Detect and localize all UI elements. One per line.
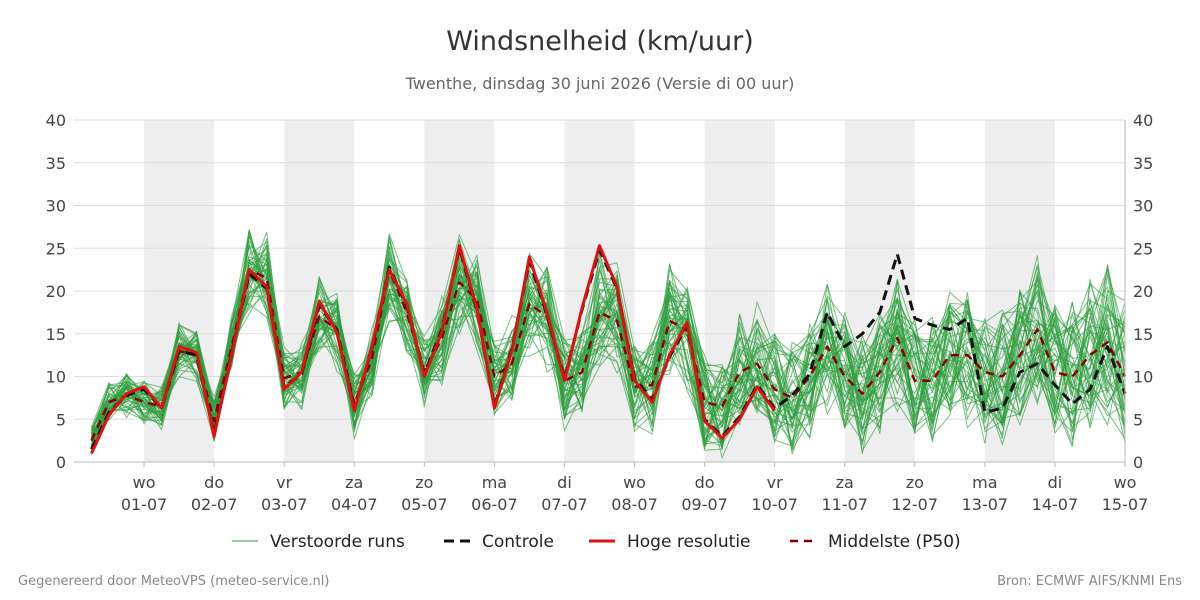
x-tick-day: zo [415,473,433,492]
ensemble-member-line [91,275,1126,447]
main-series [90,244,1127,455]
legend: Verstoorde runs Controle Hoge resolutie Mid… [232,532,961,552]
x-tick-day: ma [482,473,507,492]
y-tick-label-right: 10 [1133,368,1153,387]
x-tick-date: 02-07 [191,495,238,514]
ensemble-member-line [91,229,1126,435]
y-tick-label-right: 30 [1133,197,1153,216]
x-tick-day: vr [767,473,783,492]
x-tick-date: 04-07 [331,495,378,514]
x-tick-date: 08-07 [611,495,658,514]
ensemble-member-line [91,256,1126,460]
x-tick-date: 13-07 [962,495,1009,514]
ensemble-member-line [91,267,1126,441]
x-tick-day: za [345,473,363,492]
y-tick-label-left: 40 [46,111,66,130]
x-tick-date: 05-07 [401,495,448,514]
x-tick-date: 11-07 [821,495,868,514]
legend-label: Hoge resolutie [627,532,751,552]
x-tick-date: 14-07 [1032,495,1079,514]
axes: 0 0 5 5 10 10 15 15 20 20 25 25 30 30 35 35 40 40 wo 01-07 d… [46,111,1154,514]
ensemble-member-line [91,248,1126,433]
y-tick-label-left: 0 [56,453,66,472]
legend-label: Verstoorde runs [270,532,405,552]
ensemble-member-line [91,238,1126,451]
legend-label: Controle [482,532,554,552]
x-tick-day: do [204,473,224,492]
ensemble-member-line [91,241,1126,445]
x-tick-day: za [836,473,854,492]
chart-subtitle: Twenthe, dinsdag 30 juni 2026 (Versie di… [405,74,795,93]
x-tick-date: 09-07 [681,495,728,514]
series-line-middelste-p50 [90,268,1127,442]
ensemble-member-line [91,246,1126,440]
y-tick-label-left: 35 [46,154,66,173]
ensemble-member-line [91,257,1126,450]
x-tick-date: 06-07 [471,495,518,514]
y-tick-label-left: 15 [46,325,66,344]
x-tick-day: do [695,473,715,492]
y-tick-label-right: 35 [1133,154,1153,173]
ensemble-member-line [91,263,1126,451]
x-tick-day: di [1048,473,1063,492]
x-tick-day: ma [972,473,997,492]
y-tick-label-right: 15 [1133,325,1153,344]
x-tick-day: wo [1114,473,1137,492]
series-line-hoge-resolutie [90,244,776,455]
ensemble-member-line [91,250,1126,455]
x-tick-day: wo [133,473,156,492]
ensemble-member-line [91,237,1126,455]
x-tick-day: zo [906,473,924,492]
ensemble-member-line [91,277,1126,453]
footer-source: Bron: ECMWF AIFS/KNMI Ens [997,574,1182,589]
x-tick-date: 01-07 [121,495,168,514]
x-tick-date: 15-07 [1102,495,1149,514]
ensemble-member-line [91,261,1126,442]
y-tick-label-left: 20 [46,282,66,301]
y-tick-label-left: 25 [46,239,66,258]
x-tick-day: vr [276,473,292,492]
y-tick-label-right: 0 [1133,453,1143,472]
y-tick-label-right: 20 [1133,282,1153,301]
x-tick-date: 12-07 [892,495,939,514]
chart-title: Windsnelheid (km/uur) [446,26,754,57]
x-tick-date: 07-07 [541,495,588,514]
x-tick-date: 10-07 [751,495,798,514]
ensemble-lines [91,229,1126,460]
y-tick-label-left: 30 [46,197,66,216]
ensemble-member-line [91,256,1126,445]
x-tick-day: di [557,473,572,492]
y-tick-label-right: 40 [1133,111,1153,130]
x-tick-date: 03-07 [261,495,308,514]
legend-label: Middelste (P50) [828,532,961,552]
y-tick-label-right: 5 [1133,410,1143,429]
y-tick-label-left: 10 [46,368,66,387]
footer-credit: Gegenereerd door MeteoVPS (meteo-service… [18,574,329,589]
y-tick-label-left: 5 [56,410,66,429]
x-tick-day: wo [623,473,646,492]
y-tick-label-right: 25 [1133,239,1153,258]
